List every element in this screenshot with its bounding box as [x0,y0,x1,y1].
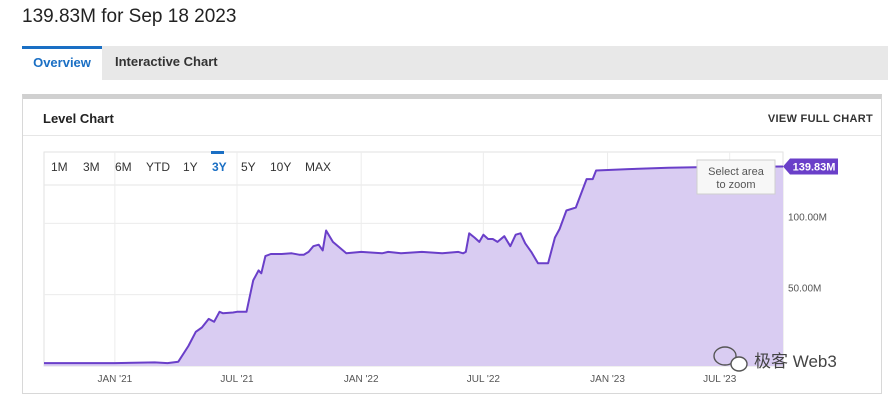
series-line [44,165,784,365]
zoom-hint-text: Select area [708,166,765,178]
view-full-chart-link[interactable]: VIEW FULL CHART [767,113,873,125]
y-tick-label: 50.00M [788,284,821,295]
x-tick-label: JUL '21 [220,374,254,385]
watermark-text: 极客 Web3 [754,352,837,371]
zoom-hint-text: to zoom [716,179,755,191]
x-tick-label: JAN '22 [344,374,379,385]
y-tick-label: 100.00M [788,212,827,223]
active-range-indicator [211,151,224,154]
range-button-ytd[interactable]: YTD [146,160,170,174]
x-tick-label: JUL '22 [467,374,501,385]
range-button-3y[interactable]: 3Y [212,160,227,174]
x-tick-label: JAN '23 [590,374,625,385]
last-value-label: 139.83M [793,162,836,174]
tab-interactive-chart[interactable]: Interactive Chart [115,54,218,69]
range-button-1m[interactable]: 1M [51,160,68,174]
x-tick-label: JUL '23 [703,374,737,385]
last-value-badge [783,158,838,175]
headline: 139.83M for Sep 18 2023 [22,6,237,27]
panel-divider [23,135,881,136]
range-button-max[interactable]: MAX [305,160,331,174]
range-button-1y[interactable]: 1Y [183,160,198,174]
wechat-icon-bubble [730,356,748,372]
range-button-6m[interactable]: 6M [115,160,132,174]
tab-overview[interactable]: Overview [22,46,102,80]
panel-title: Level Chart [43,111,114,126]
range-button-10y[interactable]: 10Y [270,160,291,174]
range-button-5y[interactable]: 5Y [241,160,256,174]
wechat-icon [713,346,737,366]
zoom-hint-box [696,159,776,195]
range-button-3m[interactable]: 3M [83,160,100,174]
series-area [44,166,783,366]
x-tick-label: JAN '21 [98,374,133,385]
tab-bar: Overview Interactive Chart [22,46,888,80]
